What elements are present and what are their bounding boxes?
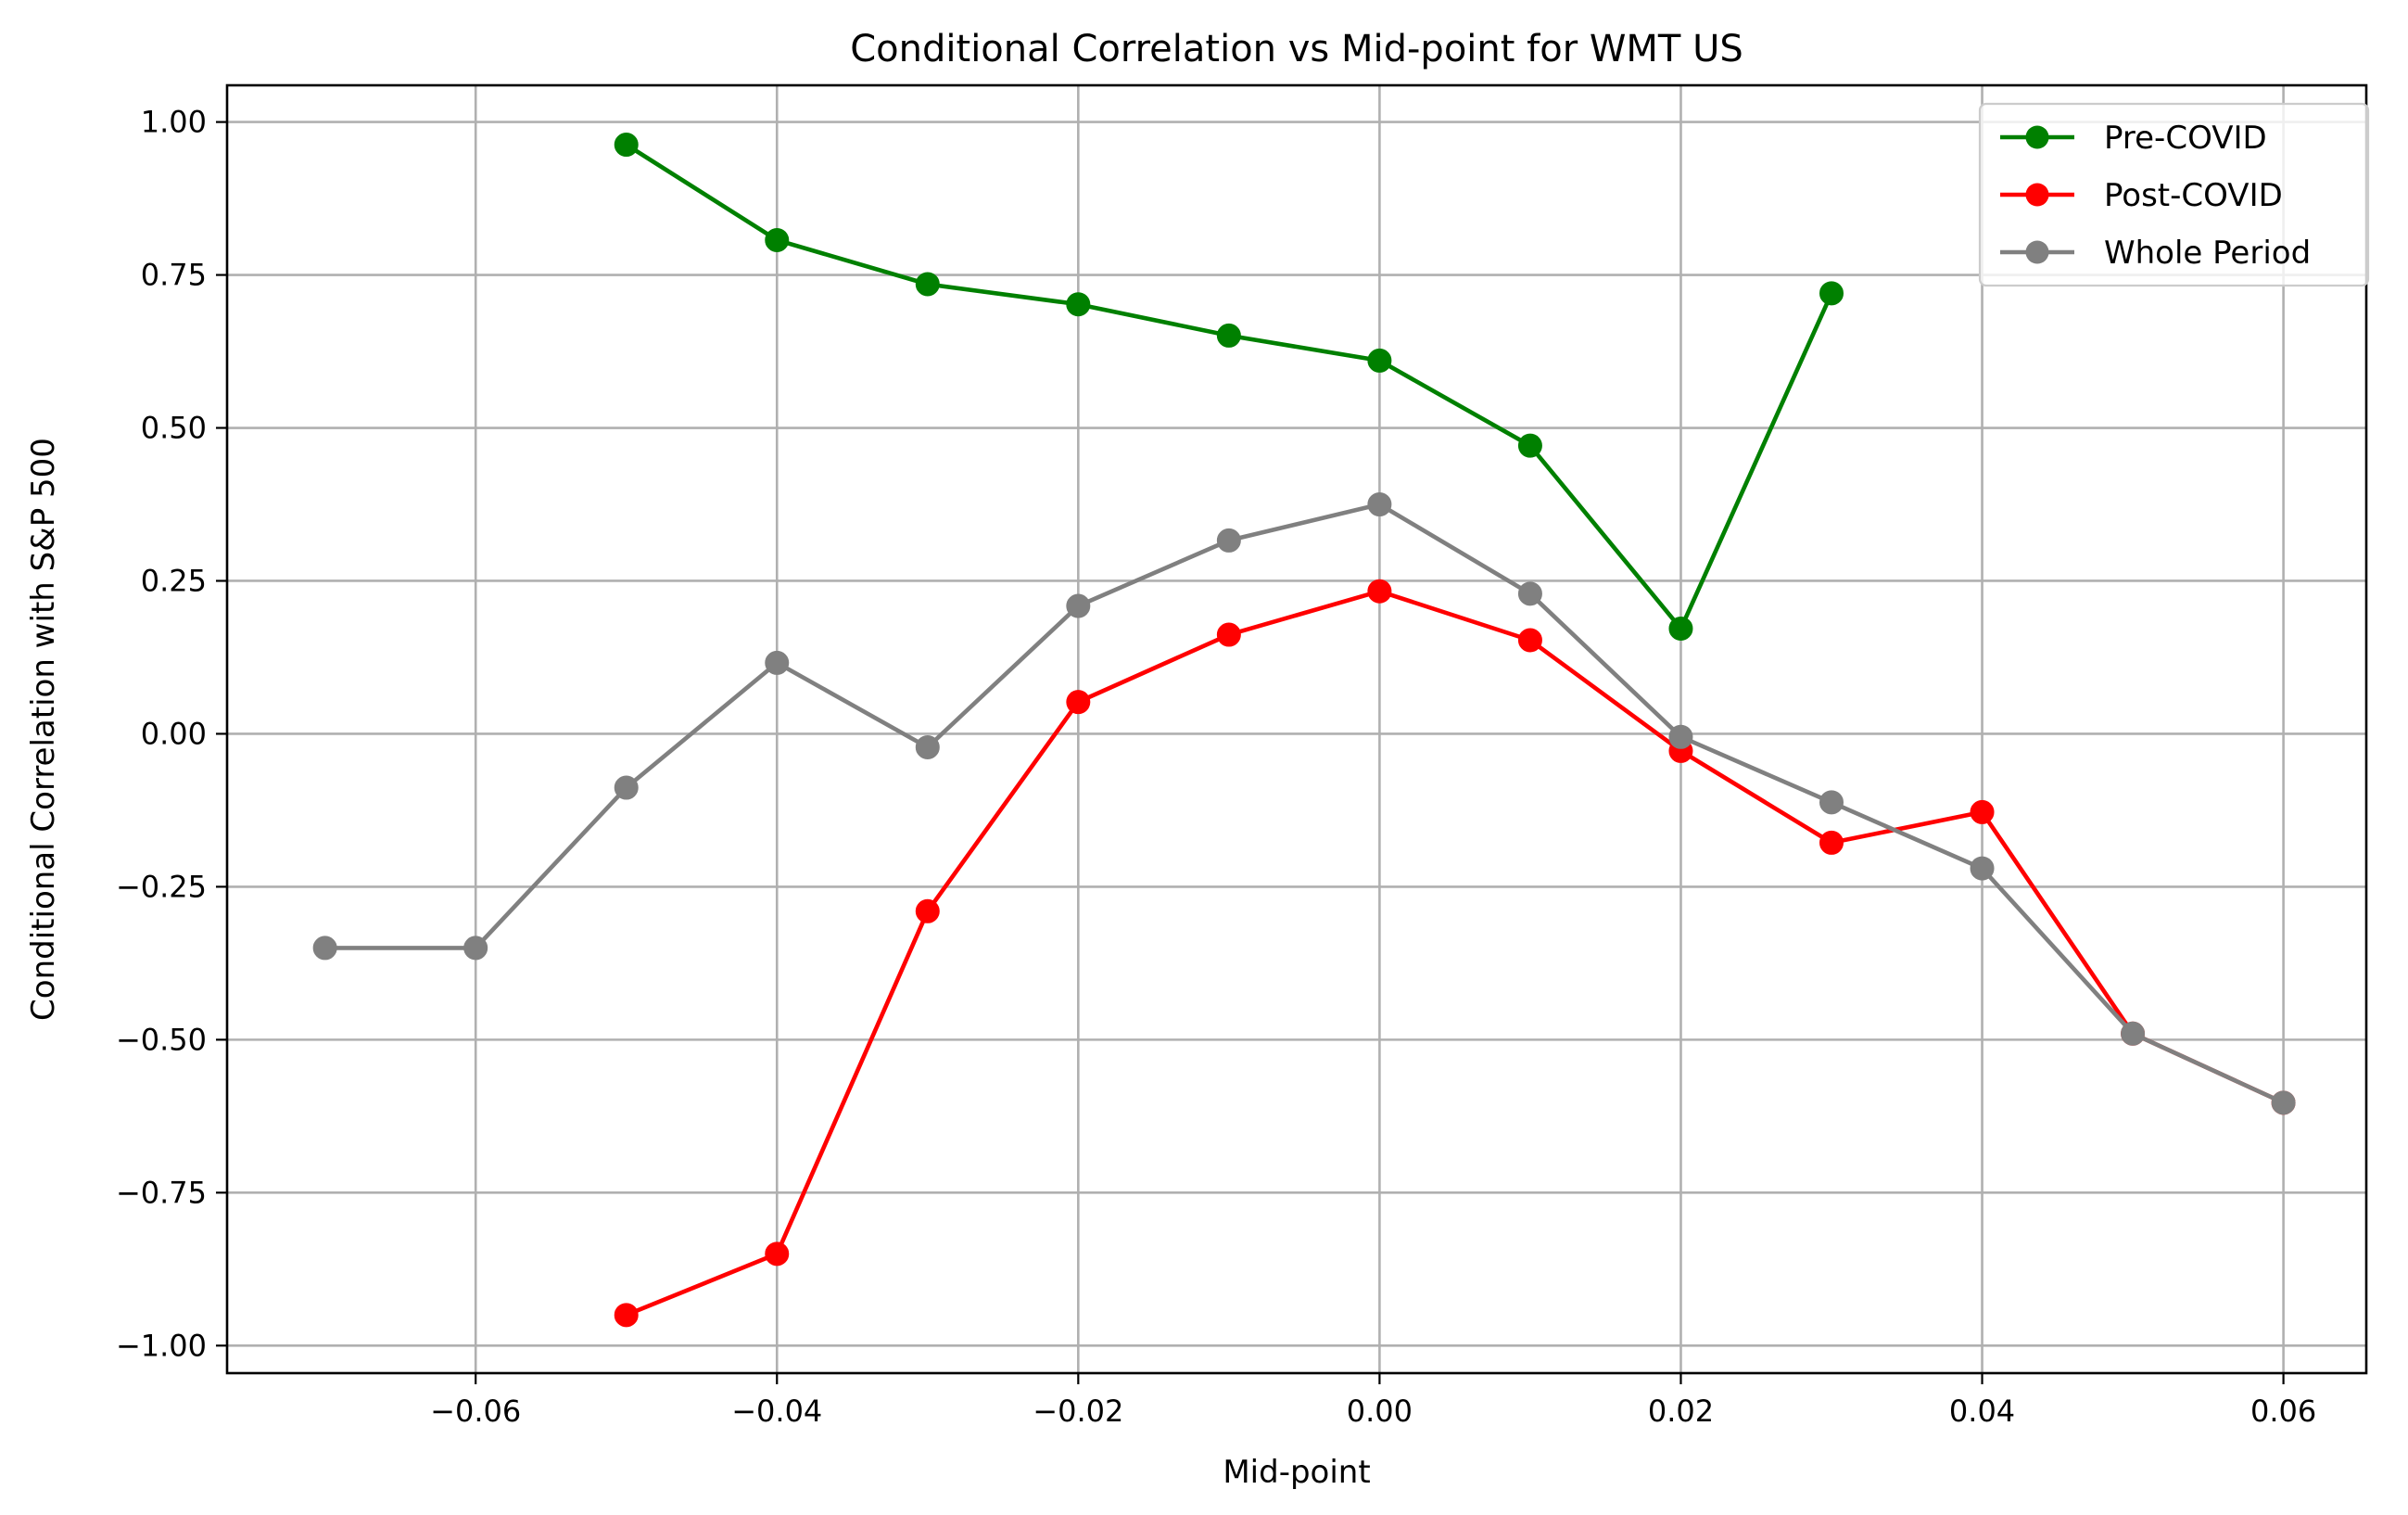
series-pre-covid: [614, 133, 1844, 641]
y-tick-label: 0.00: [141, 716, 207, 751]
series-line: [323, 502, 2286, 1105]
legend-entry: Whole Period: [2000, 235, 2311, 272]
x-tick-label: 0.04: [1949, 1394, 2015, 1429]
data-point: [1367, 348, 1392, 373]
data-point: [614, 1303, 639, 1328]
data-point: [915, 734, 940, 759]
data-point: [915, 272, 940, 297]
x-tick-label: −0.04: [731, 1394, 822, 1429]
data-point: [1367, 492, 1392, 517]
data-point: [1367, 579, 1392, 604]
x-tick-label: 0.06: [2250, 1394, 2316, 1429]
data-point: [1668, 616, 1693, 641]
data-point: [614, 133, 639, 158]
data-point: [1819, 790, 1844, 815]
y-tick-label: −0.25: [116, 869, 207, 904]
series-layer: [312, 133, 2296, 1328]
data-point: [1819, 830, 1844, 855]
data-point: [765, 1241, 790, 1267]
y-tick-label: −0.50: [116, 1022, 207, 1057]
data-point: [1216, 323, 1241, 348]
data-point: [1517, 433, 1542, 458]
data-point: [1216, 528, 1241, 553]
data-point: [765, 227, 790, 252]
legend-label: Post-COVID: [2104, 177, 2283, 214]
data-point: [1066, 593, 1091, 618]
data-point: [1970, 799, 1995, 824]
legend-entry: Pre-COVID: [2000, 120, 2267, 157]
data-point: [1668, 724, 1693, 749]
data-point: [765, 650, 790, 675]
data-point: [2121, 1021, 2146, 1046]
y-tick-label: 0.25: [141, 563, 207, 598]
legend-label: Pre-COVID: [2104, 120, 2267, 157]
legend-frame: [1978, 102, 2370, 287]
x-tick-label: 0.00: [1347, 1394, 1413, 1429]
x-tick-label: 0.02: [1648, 1394, 1714, 1429]
data-point: [614, 775, 639, 800]
legend: Pre-COVID Post-COVID Whole Period: [1978, 102, 2370, 287]
data-point: [1819, 281, 1844, 306]
data-point: [463, 936, 488, 961]
ticks: −0.06 −0.04 −0.02 0.00 0.02 0.04 0.06 1.00 0.75 0…: [116, 105, 2316, 1429]
data-point: [1970, 856, 1995, 881]
legend-entry: Post-COVID: [2000, 177, 2283, 214]
data-point: [1066, 292, 1091, 317]
data-point: [1517, 581, 1542, 606]
x-axis-label: Mid-point: [1223, 1454, 1370, 1491]
chart-title: Conditional Correlation vs Mid-point for…: [850, 28, 1743, 70]
legend-marker: [2025, 183, 2049, 207]
legend-marker: [2025, 240, 2049, 264]
y-tick-label: −0.75: [116, 1175, 207, 1210]
y-tick-label: 0.75: [141, 258, 207, 293]
data-point: [915, 898, 940, 923]
data-point: [1066, 690, 1091, 715]
data-point: [1517, 628, 1542, 653]
series-line: [624, 589, 2286, 1318]
data-point: [312, 936, 337, 961]
y-tick-label: 0.50: [141, 411, 207, 446]
series-whole-period: [312, 492, 2296, 1115]
y-tick-label: 1.00: [141, 105, 207, 140]
plot-area-frame: [225, 83, 2368, 1375]
data-point: [2271, 1090, 2296, 1115]
y-tick-label: −1.00: [116, 1328, 207, 1363]
data-point: [1216, 622, 1241, 647]
y-axis-label: Conditional Correlation with S&P 500: [25, 438, 62, 1021]
legend-marker: [2025, 125, 2049, 149]
legend-label: Whole Period: [2104, 235, 2311, 272]
x-tick-label: −0.02: [1033, 1394, 1123, 1429]
x-tick-label: −0.06: [430, 1394, 521, 1429]
